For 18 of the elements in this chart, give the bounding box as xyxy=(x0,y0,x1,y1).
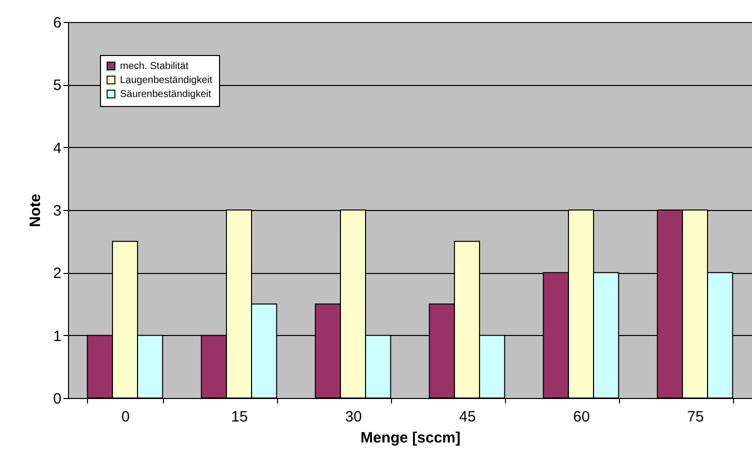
y-tick-label: 4 xyxy=(53,140,62,157)
y-tick-label: 2 xyxy=(53,265,62,282)
x-tick-label: 60 xyxy=(573,408,590,426)
x-tick-label: 0 xyxy=(121,408,130,426)
legend-label: Laugenbeständigkeit xyxy=(120,75,213,86)
y-tick-label: 3 xyxy=(53,202,62,220)
x-tick-label: 15 xyxy=(231,408,248,426)
y-tick-label: 6 xyxy=(53,14,62,32)
legend-label: Säurenbeständigkeit xyxy=(120,89,212,100)
x-axis-title: Menge [sccm] xyxy=(360,430,461,446)
y-axis-title: Note xyxy=(27,194,44,228)
y-tick-label: 0 xyxy=(53,390,62,408)
y-tick-label: 1 xyxy=(53,328,62,345)
x-tick-label: 45 xyxy=(459,408,476,426)
x-tick-label: 30 xyxy=(345,408,362,426)
legend-label: mech. Stabilität xyxy=(120,61,189,72)
x-tick-label: 75 xyxy=(687,408,704,426)
y-tick-label: 5 xyxy=(53,77,62,94)
